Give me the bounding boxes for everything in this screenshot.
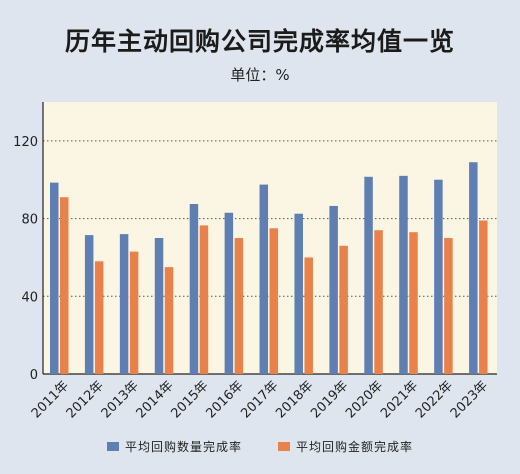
- x-tick-label: 2016年: [203, 378, 246, 421]
- bar-amount: [199, 225, 209, 374]
- bar-quantity: [434, 179, 443, 374]
- x-tick-label: 2011年: [29, 378, 72, 421]
- bar-amount: [339, 245, 348, 374]
- x-tick-label: 2012年: [64, 378, 107, 421]
- bar-amount: [444, 238, 453, 374]
- bar-quantity: [294, 213, 303, 374]
- legend-swatch-amount: [278, 442, 290, 451]
- legend-item-quantity: 平均回购数量完成率: [106, 438, 242, 455]
- bar-amount: [374, 230, 383, 374]
- bar-amount: [409, 232, 418, 374]
- bar-amount: [94, 261, 104, 374]
- x-tick-label: 2018年: [273, 378, 316, 421]
- bar-quantity: [119, 234, 129, 374]
- x-tick-label: 2023年: [448, 378, 491, 421]
- bar-amount: [269, 228, 279, 374]
- unit-label: 单位：%: [230, 66, 290, 84]
- bar-amount: [234, 238, 244, 374]
- bar-amount: [129, 251, 139, 374]
- x-tick-label: 2015年: [169, 378, 212, 421]
- bar-quantity: [84, 235, 94, 374]
- bar-quantity: [329, 205, 338, 374]
- legend-label-quantity: 平均回购数量完成率: [124, 440, 242, 454]
- y-tick-label: 40: [21, 290, 38, 305]
- legend: 平均回购数量完成率 平均回购金额完成率: [0, 438, 520, 455]
- legend-item-amount: 平均回购金额完成率: [278, 438, 413, 455]
- legend-swatch-quantity: [106, 442, 119, 451]
- x-tick-label: 2017年: [238, 378, 281, 421]
- chart-title: 历年主动回购公司完成率均值一览: [64, 27, 455, 56]
- y-tick-label: 80: [21, 213, 38, 228]
- bar-quantity: [50, 182, 59, 374]
- x-tick-label: 2013年: [99, 378, 142, 421]
- bar-quantity: [224, 212, 234, 374]
- x-tick-label: 2022年: [413, 378, 456, 421]
- x-tick-label: 2019年: [308, 378, 351, 421]
- x-tick-label: 2014年: [134, 378, 177, 421]
- bar-quantity: [154, 238, 164, 374]
- bar-amount: [60, 197, 69, 374]
- bar-amount: [479, 220, 488, 374]
- x-tick-label: 2021年: [378, 378, 421, 421]
- bar-quantity: [259, 184, 269, 374]
- legend-label-amount: 平均回购金额完成率: [296, 440, 414, 454]
- bar-quantity: [189, 204, 199, 374]
- bar-amount: [304, 257, 313, 374]
- y-tick-label: 0: [30, 368, 38, 383]
- bar-quantity: [469, 162, 478, 374]
- bar-amount: [164, 267, 174, 374]
- bar-quantity: [364, 176, 373, 374]
- y-tick-label: 120: [13, 135, 38, 150]
- bar-quantity: [399, 175, 408, 374]
- x-tick-label: 2020年: [343, 378, 386, 421]
